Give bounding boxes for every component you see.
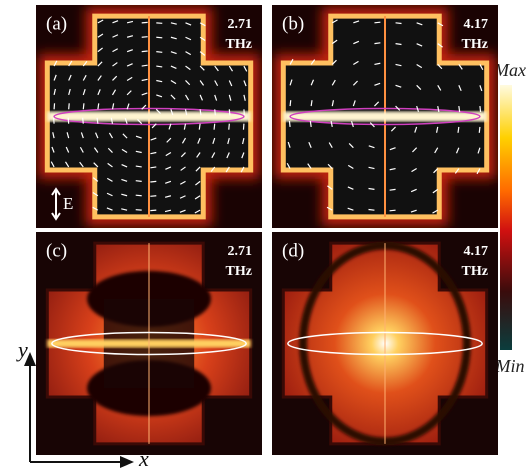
panel-label: (a) bbox=[46, 13, 67, 34]
field-arrow bbox=[200, 109, 201, 115]
field-arrow bbox=[480, 106, 481, 112]
field-arrow bbox=[97, 118, 98, 124]
frequency: 4.17 bbox=[464, 244, 489, 259]
axis-y-label: y bbox=[16, 337, 28, 362]
field-arrow bbox=[290, 100, 291, 106]
field-arrow bbox=[229, 124, 230, 130]
field-arrow bbox=[459, 106, 460, 112]
field-arrow bbox=[136, 181, 142, 182]
field-arrow bbox=[142, 65, 148, 66]
field-arrow bbox=[310, 121, 311, 127]
panel: (c) 2.71 THz bbox=[36, 232, 262, 455]
field-arrow bbox=[150, 181, 156, 182]
field-arrow bbox=[374, 43, 380, 44]
field-arrow bbox=[289, 121, 290, 127]
field-arrow bbox=[215, 109, 216, 115]
field-arrow bbox=[156, 37, 162, 38]
hot-strip bbox=[47, 112, 250, 122]
field-arrow bbox=[458, 127, 459, 133]
field-arrow bbox=[156, 52, 162, 53]
frequency-unit: THz bbox=[462, 264, 488, 279]
panel: (d) 4.17 THz bbox=[272, 232, 498, 455]
field-arrow bbox=[136, 195, 142, 196]
colorbar bbox=[500, 85, 512, 350]
field-arrow bbox=[156, 66, 162, 67]
field-arrow bbox=[68, 118, 69, 124]
field-arrow bbox=[83, 103, 84, 109]
field-arrow bbox=[136, 166, 142, 167]
field-arrow bbox=[390, 210, 396, 211]
field-arrow bbox=[98, 103, 99, 109]
frequency: 2.71 bbox=[228, 17, 253, 32]
field-arrow bbox=[142, 37, 148, 38]
frequency: 4.17 bbox=[464, 17, 489, 32]
hot-strip bbox=[283, 112, 486, 122]
frequency: 2.71 bbox=[228, 244, 253, 259]
field-arrow bbox=[396, 23, 402, 24]
field-arrow bbox=[368, 209, 374, 210]
panel-label: (d) bbox=[282, 240, 304, 261]
field-arrow bbox=[396, 44, 402, 45]
field-arrow bbox=[374, 22, 380, 23]
field-arrow bbox=[142, 51, 148, 52]
field-arrow bbox=[199, 124, 200, 130]
field-label: E bbox=[63, 194, 73, 213]
frequency-unit: THz bbox=[226, 37, 252, 52]
frequency-unit: THz bbox=[226, 264, 252, 279]
field-arrow bbox=[311, 100, 312, 106]
field-arrow bbox=[390, 189, 396, 190]
panel-label: (b) bbox=[282, 13, 304, 34]
field-arrow bbox=[229, 109, 230, 115]
panel: (b) 4.17 THz bbox=[272, 5, 498, 228]
colorbar-min: Min bbox=[495, 356, 525, 376]
field-arrow bbox=[69, 103, 70, 109]
field-arrow bbox=[150, 167, 156, 168]
field-arrow bbox=[369, 188, 375, 189]
frequency-unit: THz bbox=[462, 37, 488, 52]
figure: Max Min y x E(a)2.71THz(b)4.17THz(c)2.71… bbox=[0, 0, 526, 471]
field-arrow bbox=[150, 196, 156, 197]
field-arrow bbox=[83, 118, 84, 124]
field-arrow bbox=[214, 124, 215, 130]
field-arrow bbox=[479, 127, 480, 133]
panel-label: (c) bbox=[46, 240, 67, 261]
panel: E (a) 2.71 THz bbox=[36, 5, 262, 228]
